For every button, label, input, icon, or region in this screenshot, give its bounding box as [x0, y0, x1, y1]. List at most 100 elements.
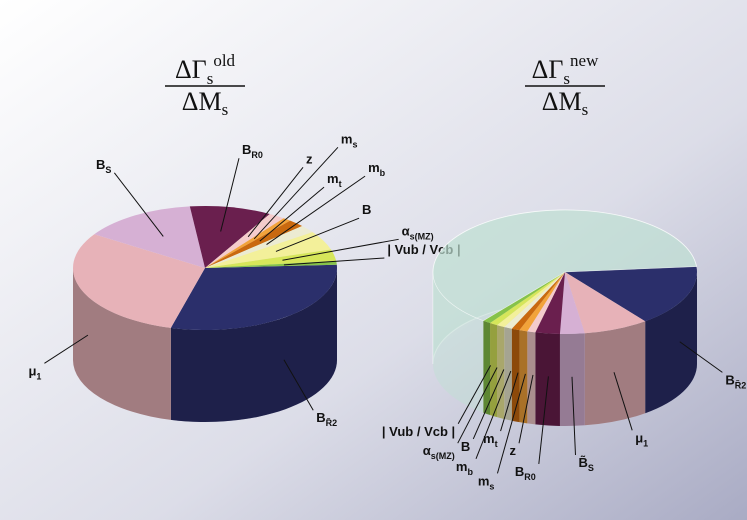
title-text: ΔΓ	[532, 55, 564, 84]
slice-label: B̃S	[578, 455, 593, 473]
title-sub: s	[207, 69, 214, 88]
label-sub: s(MZ)	[410, 231, 434, 241]
slice-top	[504, 272, 565, 329]
slice-label: z	[306, 151, 313, 166]
label-text: B	[515, 464, 524, 479]
slice-top	[205, 249, 337, 268]
label-sub: S	[588, 463, 594, 473]
leader-line	[113, 172, 164, 237]
leader-line	[679, 341, 723, 373]
leader-line	[283, 257, 385, 266]
title-text: ΔM	[182, 87, 222, 116]
slice-top	[205, 220, 303, 268]
side-shade	[490, 323, 498, 418]
slice-label: μ1	[635, 430, 648, 448]
side-shade	[504, 327, 512, 421]
label-text: z	[306, 151, 313, 166]
side-shade	[170, 268, 337, 422]
label-sub: R0	[524, 472, 536, 482]
slice-label: mb	[368, 160, 386, 178]
slice-label: z	[510, 443, 517, 458]
leader-line	[247, 167, 304, 238]
label-sub: S	[105, 165, 111, 175]
slice-top	[205, 260, 337, 268]
title-sub: s	[222, 100, 229, 119]
side-shade	[511, 328, 520, 423]
slice-top	[565, 266, 697, 322]
leader-line	[457, 365, 492, 425]
label-text: B	[96, 157, 105, 172]
leader-line	[538, 376, 549, 465]
side-shade	[527, 331, 536, 425]
label-sub: t	[339, 179, 342, 189]
slice-side	[519, 330, 528, 424]
leader-line	[472, 369, 505, 440]
leader-line	[253, 146, 339, 240]
slice-label: | Vub / Vcb |	[387, 242, 460, 257]
label-sub: b	[380, 168, 386, 178]
label-text: m	[483, 431, 495, 446]
label-sub: R̃2	[735, 379, 747, 390]
slice-top	[497, 272, 565, 328]
leader-line	[220, 158, 240, 232]
leader-line	[475, 370, 512, 460]
title-sub: s	[563, 69, 570, 88]
label-sub: R̃2	[326, 417, 338, 428]
side-shade	[584, 321, 646, 426]
slice-label: αs(MZ)	[423, 443, 455, 461]
leader-line	[500, 372, 519, 432]
slice-side	[645, 272, 697, 414]
slice-side	[170, 268, 337, 422]
slice-top	[483, 272, 565, 324]
label-sub: s(MZ)	[431, 451, 455, 461]
slice-top	[189, 206, 270, 268]
leader-line	[457, 367, 498, 444]
slice-top	[73, 234, 206, 328]
label-text: m	[368, 160, 380, 175]
slice-top	[490, 272, 565, 326]
leader-line	[613, 372, 633, 431]
label-sub: s	[489, 481, 494, 491]
label-text: α	[402, 223, 410, 238]
slice-top	[432, 209, 697, 322]
label-sub: s	[352, 139, 357, 149]
title-denominator: ΔMs	[542, 87, 588, 119]
slice-label: mb	[456, 459, 474, 477]
slice-label: BR0	[515, 464, 536, 482]
slice-label: BR̃2	[725, 372, 746, 390]
slice-top	[205, 226, 313, 268]
title-sup: new	[570, 51, 599, 70]
slice-side	[527, 331, 536, 425]
label-sub: b	[467, 467, 473, 477]
title-text: ΔM	[542, 87, 582, 116]
slice-top	[519, 272, 565, 332]
label-text: B	[461, 439, 470, 454]
slice-label: mt	[483, 431, 498, 449]
label-text: | Vub / Vcb |	[387, 242, 460, 257]
label-text: m	[478, 473, 490, 488]
slice-side	[504, 327, 512, 421]
slice-label: B	[362, 202, 371, 217]
label-sub: 1	[36, 371, 41, 381]
label-sub: 1	[643, 438, 648, 448]
label-text: α	[423, 443, 431, 458]
slice-label: | Vub / Vcb |	[382, 424, 455, 439]
slice-side	[497, 325, 505, 420]
slice-top	[535, 272, 565, 334]
label-text: m	[341, 131, 353, 146]
label-text: μ	[635, 430, 643, 445]
leader-line	[44, 334, 89, 364]
label-text: μ	[28, 363, 36, 378]
leader-line	[259, 186, 325, 242]
side-shade	[497, 325, 505, 420]
label-text: | Vub / Vcb |	[382, 424, 455, 439]
label-text: z	[510, 443, 517, 458]
label-text: B	[725, 372, 734, 387]
slice-label: BS	[96, 157, 111, 175]
leader-line	[496, 373, 526, 474]
label-text: m	[327, 171, 339, 186]
title-sup: old	[213, 51, 235, 70]
title-numerator: ΔΓsnew	[532, 51, 599, 88]
slice-label: B	[461, 439, 470, 454]
slice-label: mt	[327, 171, 342, 189]
